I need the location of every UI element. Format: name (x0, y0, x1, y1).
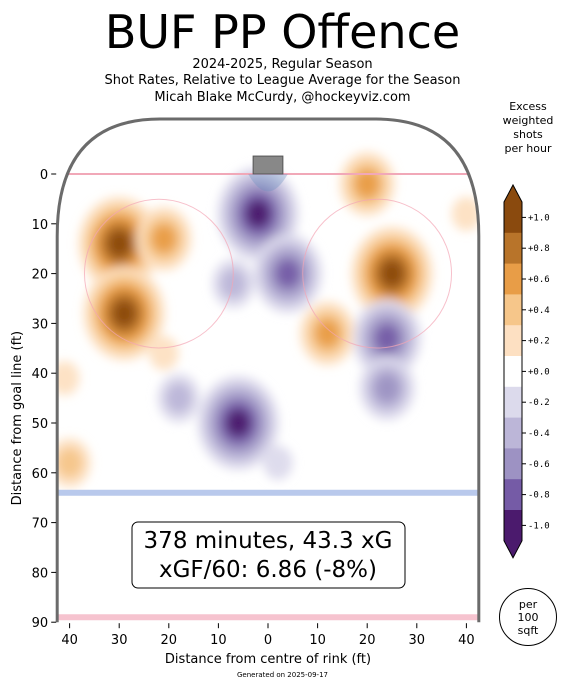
colorbar-tick-label: -0.6 (528, 460, 550, 470)
hotspot-11-level-2 (315, 319, 340, 348)
unit-line: 100 (517, 610, 539, 624)
x-tick-label: 10 (210, 633, 227, 648)
x-tick-label: 40 (458, 633, 475, 648)
x-tick-label: 0 (264, 633, 272, 648)
x-tick-label: 30 (409, 633, 426, 648)
x-tick-label: 40 (61, 633, 78, 648)
colorbar: +1.0 +0.8 +0.6 +0.4 +0.2 +0.0 -0.2 -0.4 -0.6 -0.8… (503, 183, 550, 559)
x-tick-label: 30 (111, 633, 128, 648)
chart-subtitle-metric: Shot Rates, Relative to League Average f… (104, 73, 461, 88)
faceoff-circle-right (302, 198, 453, 349)
hotspot-6-level-1 (220, 268, 247, 299)
y-tick-label: 60 (32, 467, 49, 482)
colorbar-swatch (504, 417, 522, 449)
summary-line-xgf: xGF/60: 6.86 (-8%) (159, 557, 377, 583)
hotspot-16-level-0 (57, 361, 80, 396)
hotspot-3-level-0 (149, 336, 179, 371)
summary-line-minutes: 378 minutes, 43.3 xG (144, 528, 393, 554)
colorbar-tick-label: -0.4 (528, 429, 550, 439)
colorbar-title-line: shots (513, 128, 543, 141)
hotspot-9-level-0 (263, 445, 293, 480)
hotspot-15-level-1 (57, 447, 83, 478)
colorbar-title-line: weighted (502, 114, 554, 127)
faceoff-circle-left (83, 198, 234, 349)
hotspot-group (57, 151, 479, 488)
colorbar-tick-label: +1.0 (528, 213, 550, 223)
hotspot-2-level-2 (151, 224, 177, 253)
goal-crease (248, 174, 288, 192)
colorbar-title-line: Excess (509, 100, 547, 113)
unit-badge: per 100 sqft (499, 588, 557, 646)
unit-line: per (518, 597, 538, 611)
x-tick-label: 20 (359, 633, 376, 648)
colorbar-swatch (504, 263, 522, 295)
colorbar-swatch (504, 386, 522, 419)
colorbar-swatch (504, 232, 522, 265)
y-tick-label: 50 (32, 417, 49, 432)
y-tick-label: 10 (32, 218, 49, 233)
colorbar-swatch (504, 356, 522, 388)
hotspot-1-level-4 (112, 299, 136, 327)
y-tick-label: 20 (32, 268, 49, 283)
hotspot-7-level-4 (226, 409, 250, 437)
y-tick-label: 70 (32, 517, 49, 532)
summary-box: 378 minutes, 43.3 xG xGF/60: 6.86 (-8%) (131, 521, 406, 589)
hotspot-8-level-1 (165, 382, 192, 414)
colorbar-tick-label: +0.2 (528, 337, 550, 347)
colorbar-swatch (504, 510, 522, 542)
x-axis-label: Distance from centre of rink (ft) (165, 652, 371, 667)
colorbar-swatch (504, 448, 522, 480)
colorbar-tick-label: +0.6 (528, 275, 550, 285)
colorbar-tick-label: -0.8 (528, 491, 550, 501)
x-tick-label: 20 (161, 633, 178, 648)
colorbar-swatch (504, 479, 522, 511)
y-tick-label: 30 (32, 317, 49, 332)
summary-frame (131, 521, 406, 589)
hotspot-13-level-3 (375, 324, 399, 353)
y-tick-label: 80 (32, 566, 49, 581)
hotspot-5-level-3 (275, 259, 300, 288)
colorbar-swatch (504, 294, 522, 326)
chart-subtitle-season: 2024-2025, Regular Season (192, 57, 373, 72)
y-tick-label: 90 (32, 616, 49, 631)
x-tick-label: 10 (309, 633, 326, 648)
colorbar-swatch (504, 202, 522, 234)
colorbar-tick-label: +0.0 (528, 367, 550, 377)
y-axis-label: Distance from goal line (ft) (10, 331, 25, 505)
chart-subtitle-author: Micah Blake McCurdy, @hockeyviz.com (154, 90, 411, 105)
unit-line: sqft (517, 623, 539, 637)
axes: 0 10 20 30 40 50 60 70 80 90 40 30 20 10 0 10 20 30 40 Dist… (10, 168, 475, 667)
hotspot-17-level-0 (451, 196, 479, 231)
y-tick-label: 40 (32, 367, 49, 382)
colorbar-top-extend (504, 185, 522, 202)
generated-footer: Generated on 2025-09-17 (237, 671, 328, 679)
colorbar-title-line: per hour (504, 142, 552, 155)
colorbar-swatch (504, 325, 522, 357)
y-tick-label: 0 (40, 168, 48, 183)
chart-title: BUF PP Offence (104, 5, 461, 59)
hotspot-12-level-2 (354, 169, 380, 199)
colorbar-title: Excess weighted shots per hour (488, 100, 565, 156)
colorbar-tick-label: -0.2 (528, 398, 550, 408)
colorbar-tick-label: +0.8 (528, 244, 550, 254)
colorbar-outline (503, 183, 523, 559)
hotspot-14-level-2 (374, 373, 400, 403)
goal-net (252, 155, 284, 175)
hotspot-10-level-4 (380, 260, 404, 288)
hotspot-0-level-4 (107, 230, 131, 258)
colorbar-bottom-extend (504, 540, 522, 558)
hotspot-4-level-4 (246, 200, 270, 228)
rink-boards (55, 117, 481, 623)
colorbar-tick-label: +0.4 (528, 306, 550, 316)
colorbar-tick-label: -1.0 (528, 521, 550, 531)
